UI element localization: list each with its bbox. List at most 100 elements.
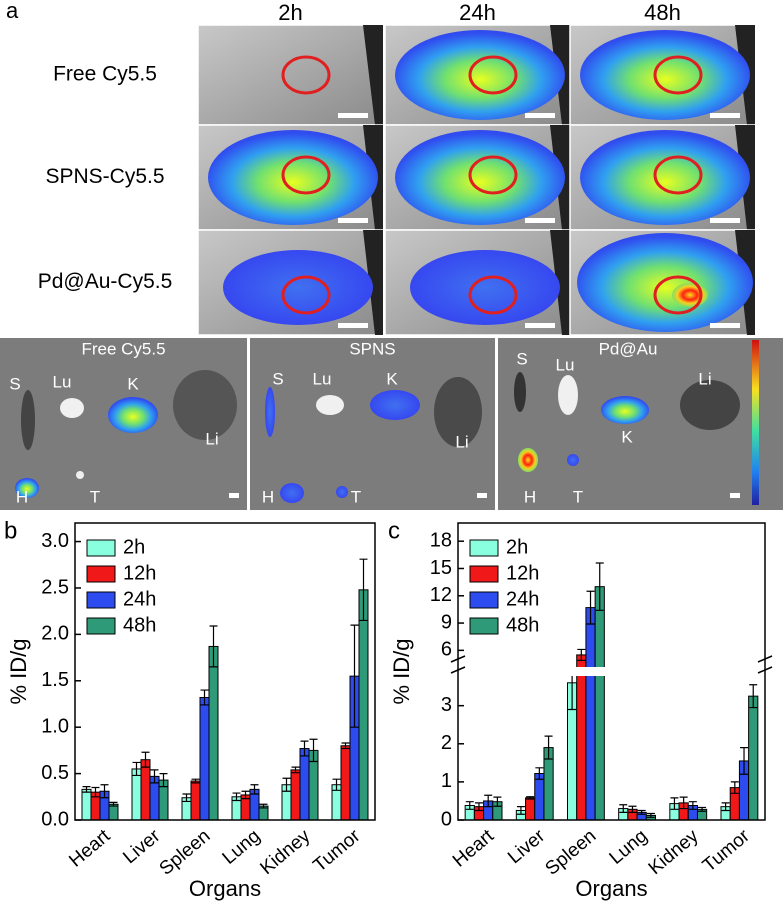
legend-swatch — [86, 617, 116, 635]
y-tick-label: 1.0 — [41, 715, 69, 737]
y-axis-label: % ID/g — [6, 638, 31, 704]
error-bar — [141, 751, 150, 768]
bar — [576, 654, 587, 821]
legend-label: 24h — [123, 588, 156, 610]
error-bar — [241, 790, 250, 800]
error-bar — [493, 796, 502, 807]
signal — [223, 250, 373, 325]
error-bar — [670, 797, 679, 810]
error-bar — [646, 812, 655, 818]
plot-frame — [457, 522, 766, 821]
error-bar — [586, 590, 595, 625]
error-bar — [595, 562, 604, 611]
organ — [336, 486, 348, 498]
x-tick-label: Spleen — [156, 826, 215, 880]
scale-bar — [730, 493, 740, 498]
error-bar — [291, 766, 300, 774]
error-bar — [465, 801, 474, 810]
organ-label: S — [272, 369, 283, 388]
color-bar — [752, 340, 759, 505]
organ-label: Lu — [313, 369, 332, 388]
error-bar — [309, 738, 318, 763]
signal — [410, 250, 560, 325]
organ — [567, 454, 579, 466]
organ — [76, 471, 84, 479]
x-tick-label: Tumor — [699, 825, 755, 876]
legend-swatch — [469, 565, 499, 583]
bar — [594, 586, 605, 821]
tumor-circle — [281, 55, 331, 95]
axis-break — [459, 667, 764, 676]
row-label: Free Cy5.5 — [53, 63, 157, 86]
tumor-circle — [468, 55, 518, 95]
bar — [131, 768, 142, 821]
organ — [173, 370, 237, 440]
bar — [748, 695, 759, 821]
y-tick-label: 18 — [430, 529, 452, 551]
organ-label: H — [262, 487, 274, 506]
organ-label: K — [386, 369, 398, 388]
error-bar — [749, 684, 758, 709]
bar — [81, 788, 92, 821]
legend-label: 24h — [506, 588, 539, 610]
time-label: 24h — [459, 0, 496, 25]
organ — [280, 483, 304, 503]
legend-swatch — [469, 539, 499, 557]
signal — [395, 30, 565, 120]
error-bar — [200, 689, 209, 706]
error-bar — [698, 806, 707, 812]
error-bar — [100, 784, 109, 799]
scale-bar — [525, 218, 555, 223]
organ — [60, 398, 84, 418]
legend-swatch — [86, 539, 116, 557]
error-bar — [91, 786, 100, 798]
panel-label: a — [6, 0, 19, 23]
organ — [514, 372, 526, 412]
signal — [395, 130, 565, 225]
error-bar — [730, 781, 739, 794]
bar — [190, 780, 201, 821]
tumor-circle — [653, 275, 703, 315]
error-bar — [526, 796, 535, 800]
x-tick-label: Spleen — [542, 826, 601, 880]
error-bar — [109, 801, 118, 807]
y-tick-label: 3 — [441, 694, 452, 716]
legend-label: 12h — [123, 562, 156, 584]
legend-swatch — [86, 591, 116, 609]
legend-label: 12h — [506, 562, 539, 584]
y-tick-label: 9 — [441, 611, 452, 633]
error-bar — [740, 746, 749, 775]
y-tick-label: 0 — [441, 808, 452, 830]
error-bar — [250, 784, 259, 795]
bar — [534, 773, 545, 821]
row-label: SPNS-Cy5.5 — [45, 165, 164, 188]
scale-bar — [338, 323, 368, 328]
organ — [316, 395, 344, 415]
tumor-circle — [468, 155, 518, 195]
bar — [525, 797, 536, 821]
y-tick-label: 1.5 — [41, 669, 69, 691]
scale-bar — [229, 493, 239, 498]
scale-bar — [338, 218, 368, 223]
bar — [299, 748, 310, 821]
mouse-image — [197, 24, 384, 126]
organ — [434, 377, 482, 447]
plot-frame — [74, 522, 376, 821]
error-bar — [679, 796, 688, 810]
y-tick-label: 15 — [430, 557, 452, 579]
error-bar — [82, 785, 91, 793]
organ-label: K — [127, 374, 139, 393]
legend-swatch — [469, 591, 499, 609]
error-bar — [159, 772, 168, 788]
tumor-circle — [653, 155, 703, 195]
time-label: 48h — [644, 0, 681, 25]
scale-bar — [338, 113, 368, 118]
tumor-circle — [653, 55, 703, 95]
legend-swatch — [86, 565, 116, 583]
x-tick-label: Heart — [449, 825, 499, 871]
error-bar — [516, 806, 525, 815]
error-bar — [535, 767, 544, 780]
error-bar — [259, 803, 268, 809]
error-bar — [484, 794, 493, 808]
